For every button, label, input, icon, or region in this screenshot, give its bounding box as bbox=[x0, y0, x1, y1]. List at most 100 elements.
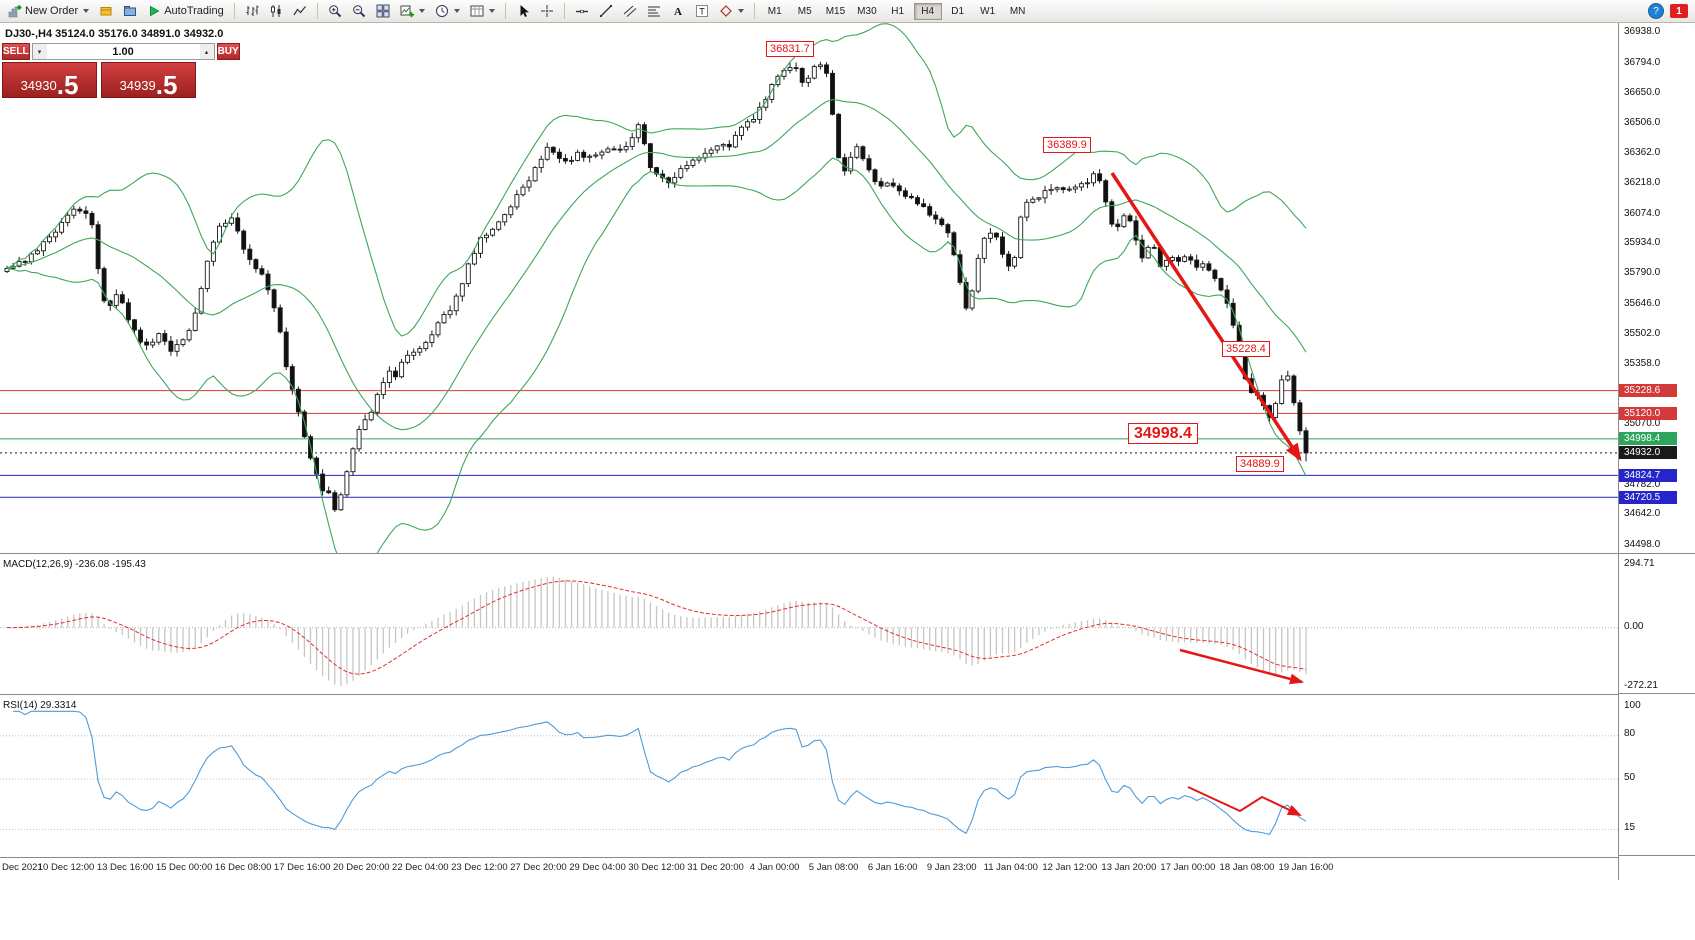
help-icon[interactable]: ? bbox=[1648, 3, 1664, 19]
price-tick-label: 34642.0 bbox=[1624, 508, 1661, 520]
one-click-trading-widget: SELL ▾ ▴ BUY 34930.5 34939.5 bbox=[2, 43, 240, 98]
svg-text:A: A bbox=[674, 6, 682, 18]
price-tick-label: 35790.0 bbox=[1624, 267, 1661, 279]
rsi-downtrend-arrow bbox=[1187, 786, 1302, 816]
timeframe-h1-button[interactable]: H1 bbox=[891, 5, 905, 17]
rsi-chart bbox=[0, 710, 1618, 836]
autotrading-button[interactable]: AutoTrading bbox=[143, 0, 228, 22]
time-label: 17 Dec 16:00 bbox=[273, 862, 331, 873]
timeframe-w1-button[interactable]: W1 bbox=[980, 5, 996, 17]
bar-chart-button[interactable] bbox=[241, 0, 263, 22]
zoom-out-button[interactable] bbox=[348, 0, 370, 22]
sell-button[interactable]: SELL bbox=[2, 43, 30, 60]
volume-decrease-button[interactable]: ▾ bbox=[32, 44, 47, 59]
toolbar-separator bbox=[753, 3, 755, 19]
sell-price-button[interactable]: 34930.5 bbox=[2, 62, 97, 98]
buy-price-button[interactable]: 34939.5 bbox=[101, 62, 196, 98]
price-axis[interactable]: 36938.0 36794.0 36650.0 36506.0 36362.0 36218… bbox=[1618, 23, 1695, 880]
price-tick-label: 34782.0 bbox=[1624, 478, 1661, 490]
timeframe-m1-button[interactable]: M1 bbox=[767, 5, 782, 17]
cursor-button[interactable] bbox=[512, 0, 534, 22]
time-label: 10 Dec 12:00 bbox=[37, 862, 95, 873]
svg-text:T: T bbox=[699, 6, 705, 16]
channel-icon bbox=[623, 5, 637, 17]
chevron-down-icon bbox=[83, 9, 90, 13]
zoom-out-icon bbox=[352, 5, 365, 18]
buy-price-frac: .5 bbox=[155, 70, 178, 100]
market-watch-icon[interactable] bbox=[95, 0, 117, 22]
rsi-scale-label: 80 bbox=[1624, 728, 1636, 740]
bar-chart-icon bbox=[246, 5, 259, 16]
sell-price-frac: .5 bbox=[56, 70, 79, 100]
price-chart-panel[interactable]: DJ30-,H4 35124.0 35176.0 34891.0 34932.0… bbox=[0, 23, 1618, 553]
time-label: 13 Dec 16:00 bbox=[96, 862, 154, 873]
zoom-in-button[interactable] bbox=[324, 0, 346, 22]
template-grid-icon bbox=[470, 5, 484, 17]
price-marker: 34932.0 bbox=[1619, 446, 1677, 460]
toolbar-separator bbox=[504, 3, 506, 19]
price-tick-label: 35358.0 bbox=[1624, 358, 1661, 369]
rsi-scale-label: 50 bbox=[1624, 771, 1636, 783]
new-chart-icon bbox=[400, 5, 414, 18]
new-order-button[interactable]: New Order bbox=[4, 0, 93, 22]
text-label-button[interactable]: T bbox=[691, 0, 713, 22]
macd-scale-label: 294.71 bbox=[1624, 558, 1655, 569]
candlestick-chart-button[interactable] bbox=[265, 0, 287, 22]
rsi-scale-label: 100 bbox=[1624, 699, 1641, 711]
chevron-down-icon bbox=[488, 9, 495, 13]
timeframe-m30-button[interactable]: M30 bbox=[857, 5, 877, 17]
macd-histogram bbox=[12, 577, 1307, 686]
one-click-price-row: 34930.5 34939.5 bbox=[2, 62, 196, 98]
crosshair-icon bbox=[540, 5, 553, 17]
timeframe-m15-button[interactable]: M15 bbox=[825, 5, 846, 17]
cursor-arrow-icon bbox=[520, 5, 529, 17]
candlesticks-icon bbox=[270, 5, 281, 17]
time-label: 9 Jan 23:00 bbox=[926, 862, 977, 873]
timeframe-d1-button[interactable]: D1 bbox=[951, 5, 965, 17]
buy-button[interactable]: BUY bbox=[216, 43, 240, 60]
time-label: 11 Jan 04:00 bbox=[983, 862, 1038, 873]
text-button[interactable]: A bbox=[667, 0, 689, 22]
macd-panel[interactable]: MACD(12,26,9) -236.08 -195.43 bbox=[0, 556, 1618, 694]
time-label: 13 Jan 20:00 bbox=[1101, 862, 1157, 873]
new-chart-button[interactable] bbox=[396, 0, 429, 22]
timeframe-h4-button[interactable]: H4 bbox=[913, 2, 942, 20]
time-label: 27 Dec 20:00 bbox=[510, 862, 567, 873]
symbol-ohlc-line: DJ30-,H4 35124.0 35176.0 34891.0 34932.0 bbox=[5, 28, 224, 40]
macd-scale-label: -272.21 bbox=[1624, 680, 1658, 691]
tile-windows-icon bbox=[376, 4, 390, 18]
timeframe-m5-button[interactable]: M5 bbox=[797, 5, 812, 17]
tile-windows-button[interactable] bbox=[372, 0, 394, 22]
shapes-button[interactable] bbox=[715, 0, 748, 22]
buy-price-int: 34939 bbox=[119, 78, 156, 93]
price-tick-label: 34498.0 bbox=[1624, 538, 1661, 550]
trendline-button[interactable] bbox=[595, 0, 617, 22]
navigator-icon[interactable] bbox=[119, 0, 141, 22]
volume-input[interactable] bbox=[46, 44, 200, 59]
periodicity-button[interactable] bbox=[431, 0, 464, 22]
templates-button[interactable] bbox=[466, 0, 499, 22]
price-marker: 35120.0 bbox=[1619, 406, 1677, 420]
volume-increase-button[interactable]: ▴ bbox=[199, 44, 214, 59]
line-chart-button[interactable] bbox=[289, 0, 311, 22]
rsi-panel[interactable]: RSI(14) 29.3314 bbox=[0, 697, 1618, 857]
toolbar-separator bbox=[233, 3, 235, 19]
text-t-icon: T bbox=[695, 5, 708, 17]
axis-separator bbox=[1619, 553, 1695, 554]
price-annotation: 34889.9 bbox=[1236, 456, 1284, 472]
yellow-tag-icon bbox=[100, 7, 112, 16]
macd-chart bbox=[0, 577, 1618, 686]
notification-badge[interactable]: 1 bbox=[1670, 4, 1688, 18]
fibonacci-button[interactable] bbox=[643, 0, 665, 22]
timeframe-mn-button[interactable]: MN bbox=[1009, 5, 1026, 17]
text-a-icon: A bbox=[674, 6, 682, 18]
horizontal-line-button[interactable] bbox=[571, 0, 593, 22]
time-label: 17 Jan 00:00 bbox=[1160, 862, 1216, 873]
one-click-top-row: SELL ▾ ▴ BUY bbox=[2, 43, 240, 60]
price-tick-label: 35934.0 bbox=[1624, 237, 1661, 249]
equidistant-channel-button[interactable] bbox=[619, 0, 641, 22]
time-label: 23 Dec 12:00 bbox=[451, 862, 508, 873]
crosshair-button[interactable] bbox=[536, 0, 558, 22]
time-axis[interactable]: Dec 2021 10 Dec 12:00 13 Dec 16:00 15 Dec 0… bbox=[0, 857, 1618, 880]
time-label: 12 Jan 12:00 bbox=[1042, 862, 1098, 873]
